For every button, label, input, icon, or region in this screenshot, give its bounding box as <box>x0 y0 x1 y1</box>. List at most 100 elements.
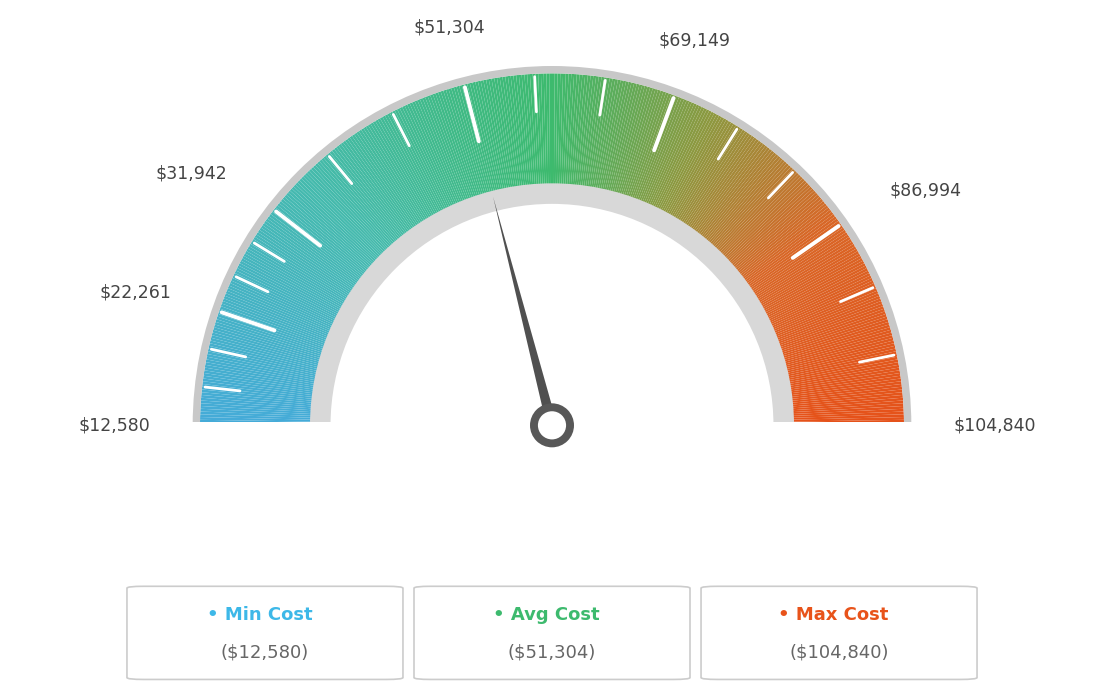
Wedge shape <box>682 142 763 249</box>
Wedge shape <box>720 197 821 284</box>
Wedge shape <box>294 184 392 276</box>
Wedge shape <box>701 167 793 265</box>
Wedge shape <box>348 137 425 246</box>
Wedge shape <box>319 159 407 260</box>
Wedge shape <box>631 97 681 221</box>
Wedge shape <box>215 322 342 362</box>
Wedge shape <box>335 147 417 253</box>
Wedge shape <box>232 275 353 333</box>
Wedge shape <box>328 152 413 256</box>
Wedge shape <box>644 106 702 226</box>
Wedge shape <box>767 357 898 384</box>
Wedge shape <box>758 306 884 353</box>
Wedge shape <box>390 112 453 230</box>
Wedge shape <box>577 76 596 207</box>
Circle shape <box>530 404 574 447</box>
Wedge shape <box>208 351 337 381</box>
Wedge shape <box>291 186 391 277</box>
Wedge shape <box>238 263 357 326</box>
Wedge shape <box>772 420 904 424</box>
Wedge shape <box>222 301 347 349</box>
Wedge shape <box>489 79 514 209</box>
Wedge shape <box>264 221 373 299</box>
Wedge shape <box>661 119 729 235</box>
Wedge shape <box>574 75 591 207</box>
Wedge shape <box>741 244 854 313</box>
Wedge shape <box>508 76 527 207</box>
Wedge shape <box>224 296 348 346</box>
Wedge shape <box>708 177 803 271</box>
Wedge shape <box>608 85 645 213</box>
Wedge shape <box>765 338 893 373</box>
Wedge shape <box>299 179 395 273</box>
Wedge shape <box>368 124 438 238</box>
Wedge shape <box>237 266 355 327</box>
Wedge shape <box>247 246 362 315</box>
Wedge shape <box>201 395 332 408</box>
Wedge shape <box>274 208 380 290</box>
Wedge shape <box>202 389 333 404</box>
Wedge shape <box>772 400 903 411</box>
Wedge shape <box>611 86 648 214</box>
Wedge shape <box>392 110 454 229</box>
Wedge shape <box>270 212 378 293</box>
Wedge shape <box>762 322 889 362</box>
Wedge shape <box>219 308 344 354</box>
Wedge shape <box>658 117 724 233</box>
Wedge shape <box>317 161 406 262</box>
Wedge shape <box>297 180 394 273</box>
Wedge shape <box>385 115 449 232</box>
Wedge shape <box>758 304 883 351</box>
Wedge shape <box>743 251 859 318</box>
Wedge shape <box>305 172 399 268</box>
Polygon shape <box>83 422 1021 616</box>
Wedge shape <box>729 216 837 296</box>
Wedge shape <box>633 98 684 221</box>
Wedge shape <box>209 343 338 375</box>
Wedge shape <box>753 280 874 337</box>
Wedge shape <box>749 266 867 327</box>
Wedge shape <box>566 74 577 206</box>
Wedge shape <box>688 149 772 254</box>
Text: • Max Cost: • Max Cost <box>778 606 889 624</box>
Wedge shape <box>757 301 882 349</box>
Wedge shape <box>339 144 420 250</box>
Wedge shape <box>681 141 761 248</box>
Wedge shape <box>415 100 468 223</box>
Wedge shape <box>639 102 694 224</box>
Wedge shape <box>675 132 750 244</box>
Wedge shape <box>311 167 403 265</box>
Wedge shape <box>662 121 731 236</box>
Wedge shape <box>315 163 405 263</box>
Wedge shape <box>745 258 863 322</box>
Text: • Avg Cost: • Avg Cost <box>493 606 599 624</box>
Wedge shape <box>211 335 339 371</box>
Wedge shape <box>771 386 902 403</box>
Wedge shape <box>382 115 447 233</box>
Wedge shape <box>734 228 845 303</box>
Text: $69,149: $69,149 <box>659 31 731 50</box>
Wedge shape <box>725 210 831 292</box>
Wedge shape <box>736 235 849 308</box>
Wedge shape <box>761 311 885 356</box>
Wedge shape <box>588 78 613 208</box>
Wedge shape <box>680 139 758 247</box>
Wedge shape <box>672 131 747 242</box>
Wedge shape <box>638 101 692 224</box>
Wedge shape <box>746 261 864 324</box>
Wedge shape <box>753 283 875 338</box>
Wedge shape <box>721 199 824 285</box>
Wedge shape <box>216 317 342 359</box>
Wedge shape <box>251 241 364 312</box>
Wedge shape <box>772 411 904 418</box>
Wedge shape <box>397 108 457 228</box>
Wedge shape <box>473 82 505 211</box>
Wedge shape <box>220 306 346 353</box>
Wedge shape <box>245 251 361 318</box>
Wedge shape <box>772 414 904 420</box>
Wedge shape <box>202 381 333 400</box>
Wedge shape <box>240 261 358 324</box>
Wedge shape <box>410 102 465 224</box>
Wedge shape <box>617 89 658 215</box>
Wedge shape <box>756 293 879 344</box>
